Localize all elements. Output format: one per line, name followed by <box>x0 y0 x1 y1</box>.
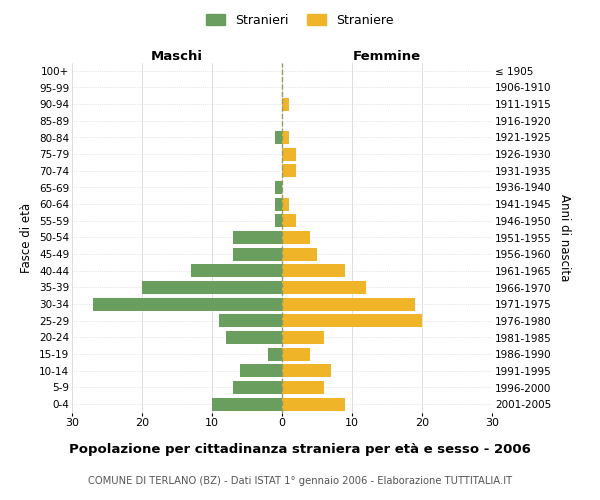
Text: COMUNE DI TERLANO (BZ) - Dati ISTAT 1° gennaio 2006 - Elaborazione TUTTITALIA.IT: COMUNE DI TERLANO (BZ) - Dati ISTAT 1° g… <box>88 476 512 486</box>
Bar <box>233 231 282 244</box>
Bar <box>233 381 282 394</box>
Bar <box>282 98 289 110</box>
Bar <box>282 331 324 344</box>
Bar <box>282 281 366 294</box>
Bar <box>275 198 282 210</box>
Bar <box>282 198 289 210</box>
Bar <box>282 164 296 177</box>
Text: Maschi: Maschi <box>151 50 203 62</box>
Bar <box>275 181 282 194</box>
Bar <box>142 281 282 294</box>
Bar <box>282 314 422 328</box>
Bar <box>275 214 282 228</box>
Y-axis label: Fasce di età: Fasce di età <box>20 202 34 272</box>
Bar <box>212 398 282 410</box>
Bar <box>282 381 324 394</box>
Bar <box>240 364 282 378</box>
Bar <box>226 331 282 344</box>
Bar <box>282 131 289 144</box>
Bar <box>282 348 310 360</box>
Bar <box>282 364 331 378</box>
Text: Popolazione per cittadinanza straniera per età e sesso - 2006: Popolazione per cittadinanza straniera p… <box>69 442 531 456</box>
Bar <box>233 248 282 260</box>
Text: Femmine: Femmine <box>353 50 421 62</box>
Bar <box>268 348 282 360</box>
Bar <box>282 248 317 260</box>
Bar <box>282 298 415 310</box>
Bar <box>282 398 345 410</box>
Bar <box>282 214 296 228</box>
Legend: Stranieri, Straniere: Stranieri, Straniere <box>202 8 398 32</box>
Bar <box>191 264 282 278</box>
Bar <box>282 148 296 160</box>
Bar <box>282 231 310 244</box>
Bar <box>275 131 282 144</box>
Bar <box>219 314 282 328</box>
Bar <box>282 264 345 278</box>
Y-axis label: Anni di nascita: Anni di nascita <box>558 194 571 281</box>
Bar <box>93 298 282 310</box>
